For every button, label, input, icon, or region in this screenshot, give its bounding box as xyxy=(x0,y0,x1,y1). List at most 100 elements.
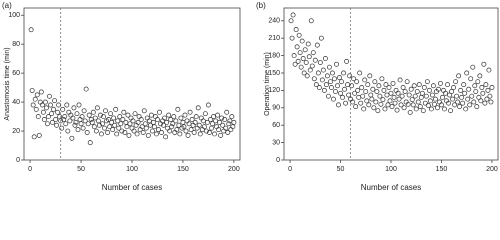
point xyxy=(387,98,393,104)
point xyxy=(65,128,71,134)
point xyxy=(474,104,480,110)
point xyxy=(34,92,40,98)
point xyxy=(417,104,423,110)
point xyxy=(337,75,342,81)
point xyxy=(384,92,390,98)
point xyxy=(106,117,112,122)
point xyxy=(29,88,35,93)
point xyxy=(320,67,326,73)
point xyxy=(182,112,188,118)
point xyxy=(152,114,158,120)
point xyxy=(464,70,470,76)
point xyxy=(225,130,231,135)
point xyxy=(140,130,146,135)
point xyxy=(202,111,208,117)
point xyxy=(54,122,60,128)
point xyxy=(69,135,75,141)
point xyxy=(423,93,429,99)
point xyxy=(413,106,419,112)
point xyxy=(367,73,373,79)
point xyxy=(309,63,315,69)
point xyxy=(322,56,328,61)
point xyxy=(351,76,357,82)
y-tick-label: 60 xyxy=(12,70,20,77)
point xyxy=(303,60,309,65)
x-tick-label: 100 xyxy=(385,166,397,173)
point xyxy=(48,102,53,108)
point xyxy=(421,85,427,90)
point xyxy=(180,119,186,125)
point xyxy=(208,117,213,122)
point xyxy=(55,109,61,115)
point xyxy=(381,87,387,93)
point xyxy=(186,121,192,127)
point xyxy=(415,99,421,105)
point xyxy=(60,106,66,112)
point xyxy=(177,131,183,137)
point xyxy=(357,70,363,76)
point xyxy=(307,67,313,73)
point xyxy=(196,122,202,128)
point xyxy=(33,106,39,112)
point xyxy=(74,111,80,117)
point xyxy=(174,127,180,133)
point xyxy=(300,56,306,61)
point xyxy=(151,124,157,130)
point xyxy=(87,140,93,146)
point xyxy=(135,119,141,125)
point xyxy=(344,58,350,64)
point xyxy=(361,106,367,112)
point xyxy=(219,115,225,121)
point xyxy=(183,128,189,134)
point xyxy=(365,82,371,88)
point xyxy=(448,108,454,114)
point xyxy=(312,57,318,63)
point xyxy=(435,86,441,92)
point xyxy=(314,42,320,48)
point xyxy=(480,90,486,96)
point xyxy=(130,118,136,124)
point xyxy=(451,85,457,90)
point xyxy=(342,86,348,92)
point xyxy=(193,114,199,120)
point xyxy=(360,93,366,99)
point xyxy=(393,87,399,93)
point xyxy=(402,89,408,94)
point xyxy=(214,124,220,130)
point xyxy=(133,122,139,128)
point xyxy=(299,38,305,44)
point xyxy=(301,70,307,76)
point xyxy=(334,61,339,67)
point xyxy=(383,82,389,88)
x-tick-label: 150 xyxy=(177,166,189,173)
point xyxy=(185,132,191,138)
point xyxy=(134,131,140,137)
point xyxy=(123,119,129,125)
point xyxy=(78,121,84,127)
point xyxy=(199,127,205,133)
point xyxy=(466,86,472,92)
point xyxy=(175,106,181,112)
point xyxy=(378,101,384,107)
point xyxy=(475,79,481,85)
point xyxy=(446,100,451,106)
point xyxy=(141,108,147,114)
point xyxy=(63,121,69,127)
point xyxy=(122,130,128,135)
point xyxy=(50,119,55,125)
y-axis-label: Operation time (min) xyxy=(264,52,271,116)
point xyxy=(96,122,102,128)
point xyxy=(407,109,413,115)
point xyxy=(290,12,296,18)
point xyxy=(216,127,222,133)
x-tick-label: 0 xyxy=(28,166,32,173)
point xyxy=(226,121,232,127)
point xyxy=(392,100,398,106)
point xyxy=(426,87,432,93)
point xyxy=(488,99,494,105)
y-tick-label: 80 xyxy=(12,41,20,48)
point xyxy=(371,105,377,111)
point xyxy=(129,125,135,131)
point xyxy=(349,83,355,89)
point xyxy=(364,98,370,104)
